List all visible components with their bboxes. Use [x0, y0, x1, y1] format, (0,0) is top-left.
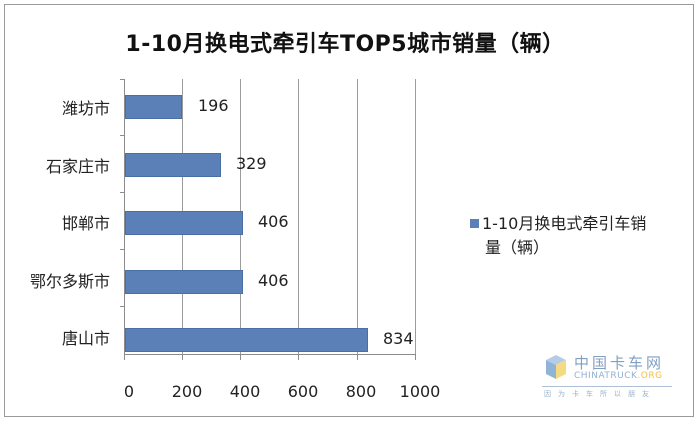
y-tick [120, 79, 125, 80]
x-tick [357, 354, 358, 360]
bar-tangshan [125, 328, 368, 352]
bar-weifang [125, 95, 182, 119]
watermark-en: CHINATRUCK.ORG [574, 371, 663, 381]
value-label: 406 [258, 212, 289, 231]
x-tick-label: 600 [287, 382, 319, 401]
value-label: 196 [198, 96, 229, 115]
x-tick-label: 200 [171, 382, 203, 401]
watermark-en-text: CHINATRUCK [574, 371, 638, 381]
x-tick [182, 354, 183, 360]
x-tick-label: 400 [229, 382, 261, 401]
y-tick [120, 135, 125, 136]
category-label: 鄂尔多斯市 [29, 272, 110, 291]
y-axis [124, 79, 125, 359]
x-tick [124, 354, 125, 360]
category-label: 石家庄市 [45, 157, 110, 176]
y-tick [120, 249, 125, 250]
gridline-1000 [415, 79, 416, 359]
y-tick [120, 192, 125, 193]
category-label: 唐山市 [61, 329, 110, 348]
x-tick-label: 800 [345, 382, 377, 401]
gridline-800 [357, 79, 358, 359]
x-tick [298, 354, 299, 360]
value-label: 329 [236, 154, 267, 173]
legend-label-line1: 1-10月换电式牵引车销 [482, 214, 647, 233]
chart-title: 1-10月换电式牵引车TOP5城市销量（辆） [125, 32, 565, 57]
x-tick [415, 354, 416, 360]
x-tick [240, 354, 241, 360]
category-label: 潍坊市 [61, 99, 110, 118]
x-axis [124, 354, 416, 355]
legend-item: 1-10月换电式牵引车销 [470, 212, 670, 236]
gridline-600 [298, 79, 299, 359]
watermark-cn: 中国卡车网 [574, 354, 665, 372]
watermark-divider [542, 386, 672, 387]
x-tick-label: 0 [123, 382, 135, 401]
value-label: 406 [258, 271, 289, 290]
category-label: 邯郸市 [61, 214, 110, 233]
y-tick [120, 306, 125, 307]
value-label: 834 [383, 329, 414, 348]
bar-shijiazhuang [125, 153, 221, 177]
legend-swatch-icon [470, 219, 479, 228]
legend-label-line2: 量（辆） [485, 238, 550, 257]
legend: 1-10月换电式牵引车销 量（辆） [470, 212, 670, 260]
bar-ordos [125, 270, 243, 294]
bar-handan [125, 211, 243, 235]
x-tick-label: 1000 [399, 382, 441, 401]
watermark-slogan: 因为卡车所以朋友 [544, 390, 656, 398]
cube-logo-icon [546, 355, 566, 379]
watermark-logo: 中国卡车网 CHINATRUCK.ORG 因为卡车所以朋友 [542, 352, 682, 410]
watermark-org: .ORG [637, 371, 663, 381]
